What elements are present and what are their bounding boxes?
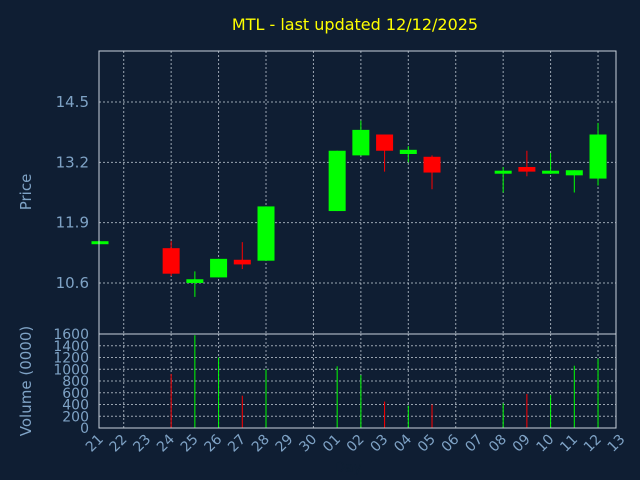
candle-body xyxy=(589,134,607,179)
x-tick-label: 04 xyxy=(391,431,415,455)
volume-tick-label: 0 xyxy=(80,421,89,437)
volume-tick-label: 1200 xyxy=(53,351,89,367)
candle-body xyxy=(423,156,441,173)
x-axis-label: Day xyxy=(334,460,362,476)
x-tick-label: 07 xyxy=(462,432,486,456)
x-tick-label: 03 xyxy=(367,432,391,456)
candle-body xyxy=(352,129,370,156)
volume-panel xyxy=(99,334,616,428)
volume-tick-label: 200 xyxy=(62,409,89,425)
x-tick-label: 10 xyxy=(534,432,558,456)
candle-body xyxy=(210,258,228,278)
candles xyxy=(91,120,607,297)
x-tick-label: 29 xyxy=(273,432,297,456)
x-tick-label: 13 xyxy=(605,432,629,456)
candle-body xyxy=(233,259,251,265)
x-tick-label: 02 xyxy=(344,432,368,456)
x-tick-label: 06 xyxy=(439,431,463,455)
volume-panel-border xyxy=(98,333,617,429)
candle-body xyxy=(518,166,536,172)
volume-bars xyxy=(170,335,599,428)
x-tick-label: 25 xyxy=(178,432,202,456)
x-tick-label: 05 xyxy=(415,432,439,456)
candle-body xyxy=(376,134,394,151)
x-tick-label: 26 xyxy=(201,431,225,455)
x-tick-label: 28 xyxy=(249,432,273,456)
x-tick-label: 24 xyxy=(154,431,178,455)
candle-body xyxy=(542,170,560,174)
volume-tick-label: 400 xyxy=(62,398,89,414)
candle-body xyxy=(399,149,417,154)
x-tick-label: 09 xyxy=(510,432,534,456)
volume-tick-label: 1600 xyxy=(53,327,89,343)
volume-axis-label: Volume (0000) xyxy=(17,326,35,436)
volume-tick-label: 1000 xyxy=(53,362,89,378)
x-tick-label: 22 xyxy=(107,432,131,456)
volume-tick-label: 1400 xyxy=(53,339,89,355)
candle-body xyxy=(257,206,275,261)
candle-body xyxy=(91,241,109,245)
price-tick-label: 10.6 xyxy=(56,274,89,292)
price-axis-label: Price xyxy=(17,174,35,211)
price-panel xyxy=(99,51,616,334)
price-tick-label: 11.9 xyxy=(56,214,89,232)
candle-body xyxy=(328,150,346,212)
volume-tick-label: 800 xyxy=(62,374,89,390)
candle-body xyxy=(186,279,204,283)
x-tick-labels: 21 22 23 24 25 26 27 28 29 30 01 02 03 04 05 06 07 08 09 10… xyxy=(83,431,629,455)
price-gridlines xyxy=(99,51,616,334)
x-tick-label: 30 xyxy=(296,432,320,456)
chart-title: MTL - last updated 12/12/2025 xyxy=(232,15,478,34)
price-tick-label: 14.5 xyxy=(56,93,89,111)
candle-body xyxy=(162,248,180,274)
candle-body xyxy=(565,170,583,176)
x-tick-label: 12 xyxy=(581,432,605,456)
price-tick-label: 13.2 xyxy=(56,153,89,171)
x-tick-label: 08 xyxy=(486,432,510,456)
x-tick-label: 11 xyxy=(557,432,581,456)
x-tick-label: 01 xyxy=(320,432,344,456)
volume-tick-label: 600 xyxy=(62,386,89,402)
x-tick-label: 27 xyxy=(225,432,249,456)
price-tick-labels: 14.5 13.2 11.9 10.6 xyxy=(56,93,89,292)
candle-body xyxy=(494,170,512,174)
x-tick-label: 23 xyxy=(130,432,154,456)
